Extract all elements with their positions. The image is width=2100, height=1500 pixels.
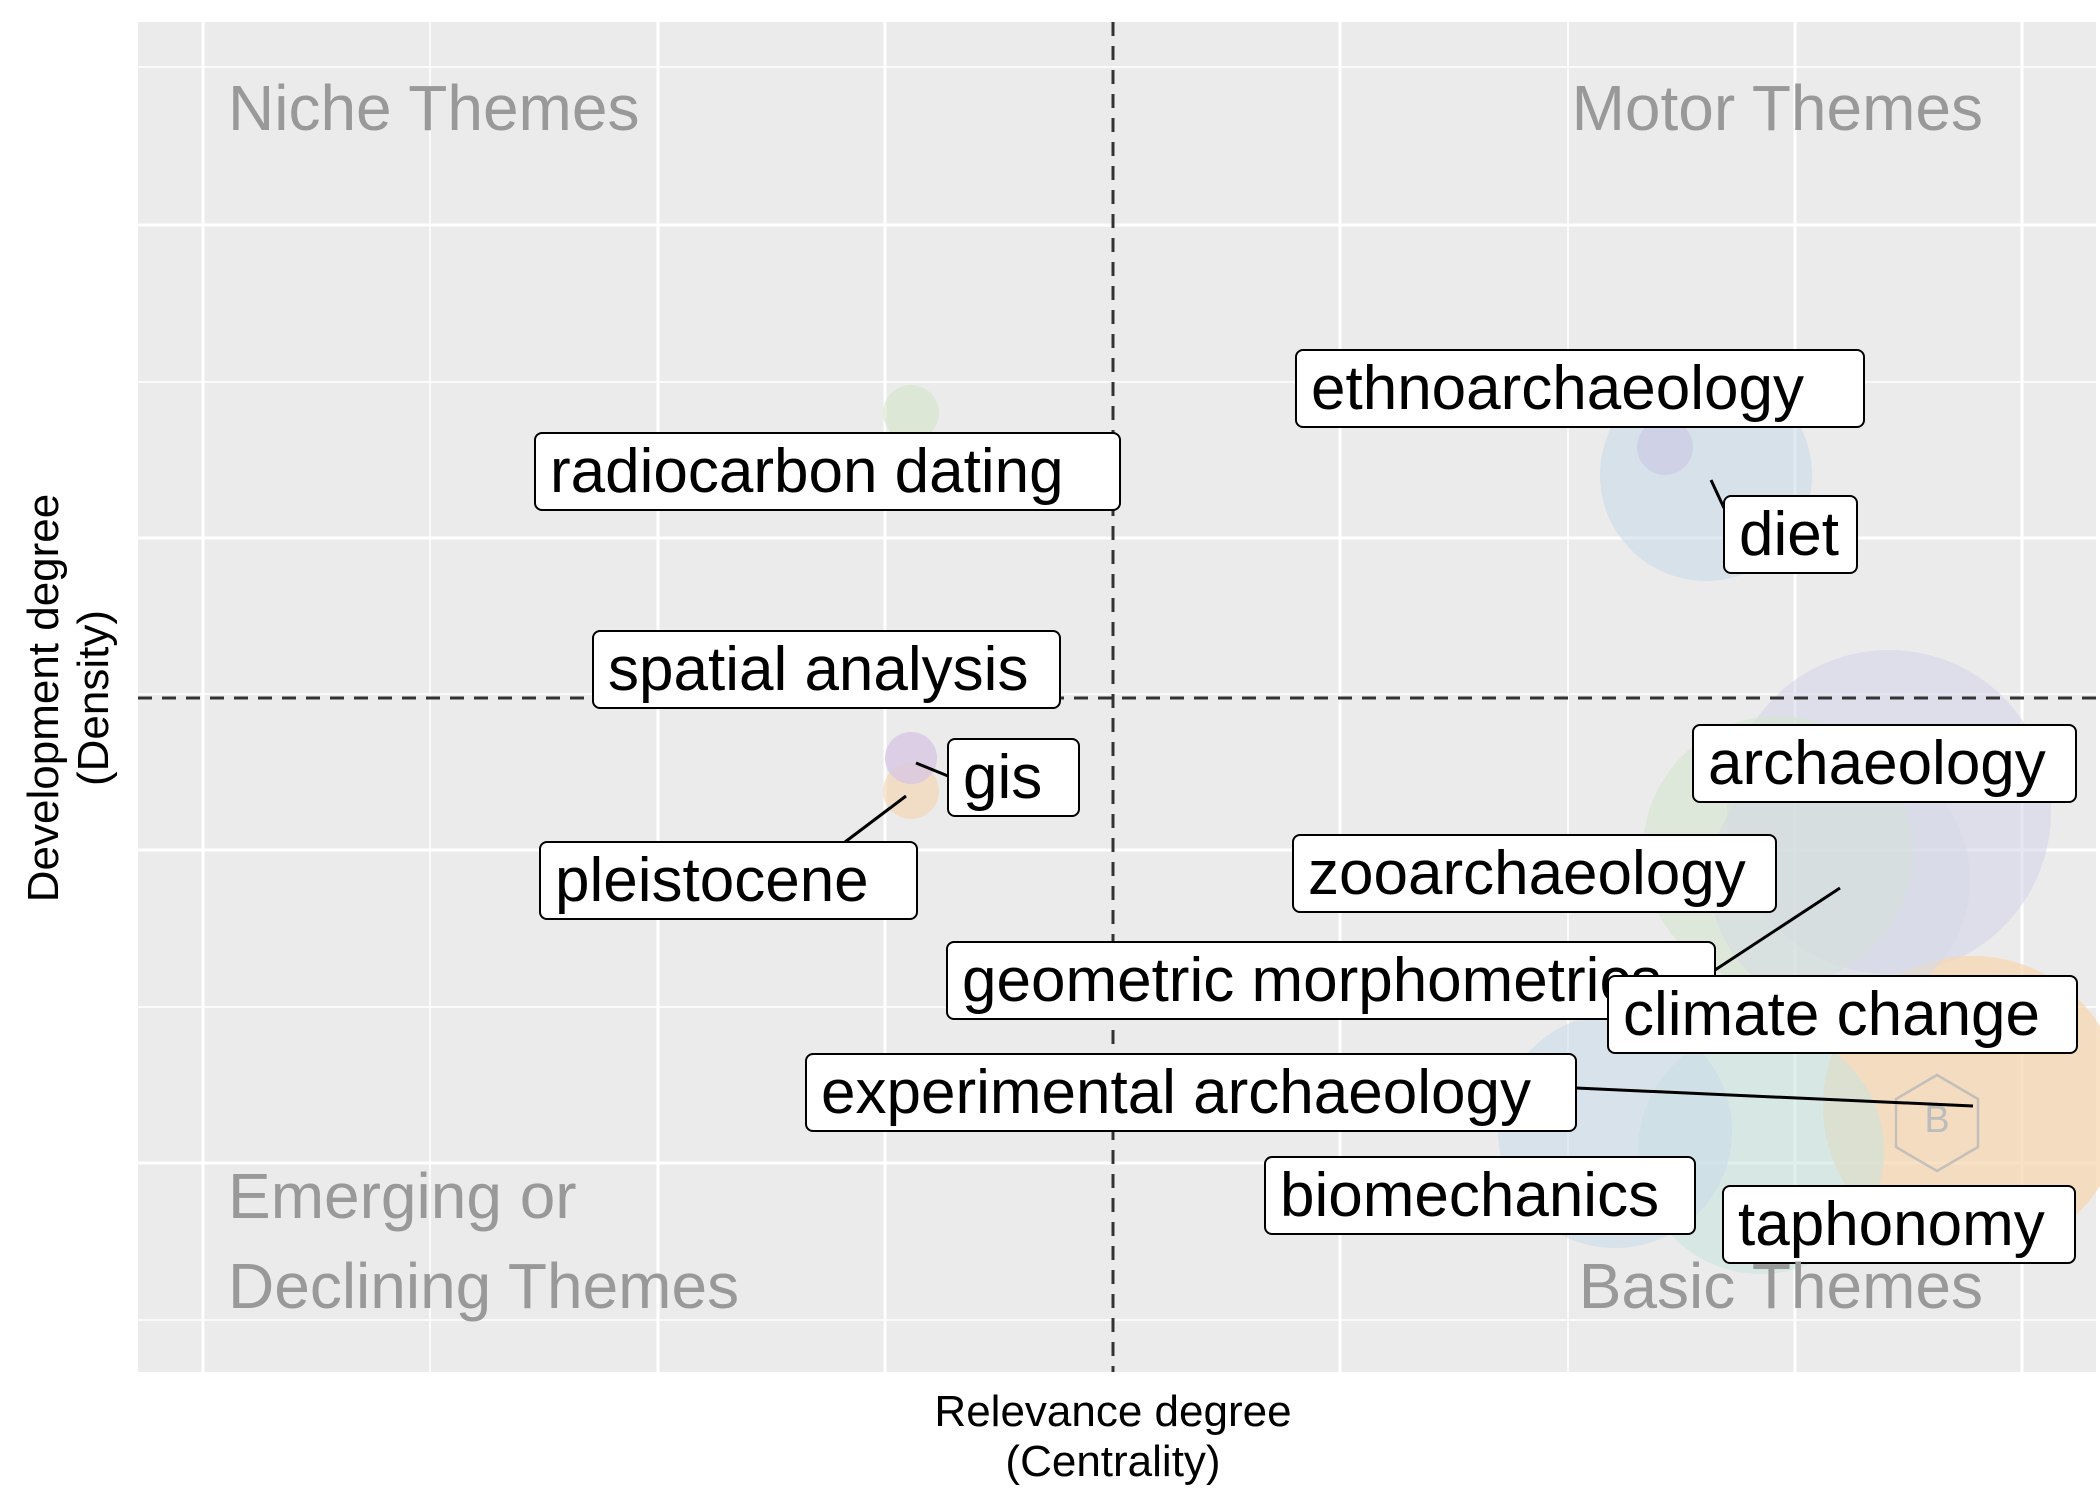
theme-label-box — [1692, 724, 2077, 803]
y-axis-title-line1: Development degree — [19, 494, 68, 902]
quadrant-label-emerging-line2: Declining Themes — [228, 1250, 739, 1322]
theme-label-box — [1722, 1185, 2076, 1264]
label-leader-lines — [844, 479, 1974, 1108]
theme-label: archaeology — [1708, 729, 2046, 798]
y-axis-title-line2: (Density) — [69, 610, 118, 786]
theme-label-box — [539, 841, 918, 920]
theme-label-box — [534, 432, 1121, 511]
theme-label: gis — [963, 743, 1042, 812]
theme-label: taphonomy — [1738, 1190, 2045, 1259]
theme-label: experimental archaeology — [821, 1058, 1531, 1127]
theme-label: climate change — [1623, 980, 2040, 1049]
theme-label: radiocarbon dating — [550, 437, 1064, 506]
theme-bubble — [885, 732, 937, 784]
leader-line — [915, 761, 949, 778]
theme-label-box — [1607, 975, 2078, 1054]
theme-label: spatial analysis — [608, 635, 1028, 704]
leader-line — [844, 794, 907, 844]
leader-line — [1575, 1086, 1974, 1108]
x-axis-title-line1: Relevance degree — [934, 1387, 1291, 1436]
x-axis-title-line2: (Centrality) — [1005, 1437, 1220, 1486]
theme-label-box — [1264, 1156, 1696, 1235]
theme-label: ethnoarchaeology — [1311, 354, 1804, 423]
theme-label-box — [805, 1053, 1577, 1132]
theme-label: geometric morphometrics — [962, 946, 1661, 1015]
quadrant-label-basic: Basic Themes — [1579, 1250, 1983, 1322]
theme-label-box — [1723, 495, 1858, 574]
leader-line — [1709, 479, 1726, 509]
theme-label: pleistocene — [555, 846, 869, 915]
theme-label-box — [1295, 349, 1865, 428]
theme-bubble — [1710, 750, 1970, 1010]
quadrant-label-emerging-line1: Emerging or — [228, 1160, 577, 1232]
theme-label: zooarchaeology — [1308, 839, 1746, 908]
theme-label: biomechanics — [1280, 1161, 1659, 1230]
quadrant-label-motor: Motor Themes — [1572, 72, 1983, 144]
quadrant-label-niche: Niche Themes — [228, 72, 639, 144]
theme-labels: ethnoarchaeology diet radiocarbon dating sp… — [534, 349, 2078, 1264]
theme-bubble — [883, 385, 939, 441]
theme-label-box — [1292, 834, 1777, 913]
leader-line — [1714, 886, 1841, 972]
theme-label: diet — [1739, 500, 1839, 569]
theme-label-box — [947, 738, 1080, 817]
theme-bubble — [1637, 419, 1693, 475]
theme-label-box — [592, 630, 1061, 709]
